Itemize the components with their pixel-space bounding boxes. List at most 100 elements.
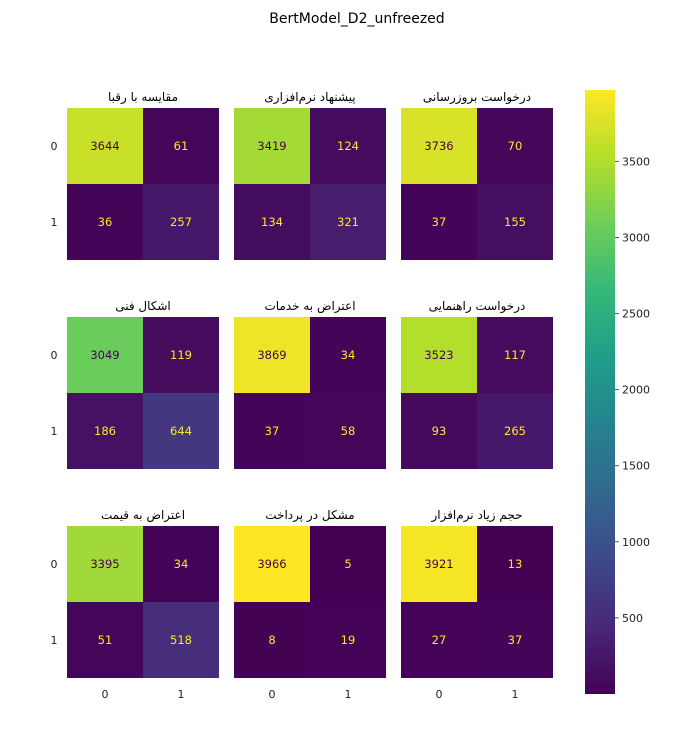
colorbar-tick-label: 1000 <box>622 536 650 549</box>
colorbar-tick-label: 3500 <box>622 155 650 168</box>
y-tick-label: 1 <box>51 634 58 647</box>
heatmap-cell <box>477 317 553 393</box>
cell-value-label: 119 <box>170 348 192 362</box>
heatmap-cell <box>401 108 477 184</box>
figure-title: BertModel_D2_unfreezed <box>269 11 444 27</box>
panel: اعتراض به خدمات 3869 34 37 58 <box>234 299 386 469</box>
heatmap-cell <box>143 317 219 393</box>
x-tick-label: 1 <box>512 688 519 701</box>
cell-value-label: 3869 <box>257 348 286 362</box>
heatmap-cell <box>401 184 477 260</box>
x-tick-label: 1 <box>178 688 185 701</box>
cell-value-label: 27 <box>432 633 447 647</box>
heatmap-cell <box>67 526 143 602</box>
heatmap-cell <box>234 108 310 184</box>
heatmap-cell <box>234 602 310 678</box>
heatmap-cell <box>401 526 477 602</box>
heatmap-cell <box>310 317 386 393</box>
cell-value-label: 124 <box>337 139 359 153</box>
heatmap-cell <box>401 393 477 469</box>
cell-value-label: 36 <box>98 215 113 229</box>
panel: مشکل در پرداخت 3966 5 8 19 0 1 <box>234 508 386 701</box>
cell-value-label: 3644 <box>90 139 119 153</box>
heatmap-cell <box>234 184 310 260</box>
colorbar-tick-label: 2500 <box>622 308 650 321</box>
panel-title: اشکال فنی <box>115 299 171 313</box>
cell-value-label: 37 <box>432 215 447 229</box>
cell-value-label: 61 <box>174 139 189 153</box>
heatmap-cell <box>477 184 553 260</box>
panels-group: مقایسه با رقبا 3644 61 36 257 0 1 پیشنهاد نرم‌ا… <box>51 90 553 701</box>
cell-value-label: 321 <box>337 215 359 229</box>
panel: درخواست راهنمایی 3523 117 93 265 <box>401 299 553 469</box>
heatmap-cell <box>234 526 310 602</box>
cell-value-label: 5 <box>344 557 351 571</box>
panel: اعتراض به قیمت 3395 34 51 518 0 1 0 1 <box>51 508 219 701</box>
panel-title: درخواست بروزرسانی <box>423 90 531 105</box>
panel-title: پیشنهاد نرم‌افزاری <box>264 90 355 105</box>
cell-value-label: 37 <box>508 633 523 647</box>
heatmap-cell <box>67 602 143 678</box>
y-tick-label: 0 <box>51 140 58 153</box>
cell-value-label: 34 <box>341 348 356 362</box>
cell-value-label: 518 <box>170 633 192 647</box>
cell-value-label: 644 <box>170 424 192 438</box>
cell-value-label: 51 <box>98 633 113 647</box>
panel: درخواست بروزرسانی 3736 70 37 155 <box>401 90 553 260</box>
heatmap-cell <box>310 526 386 602</box>
colorbar-tick-label: 500 <box>622 612 643 625</box>
cell-value-label: 186 <box>94 424 116 438</box>
heatmap-cell <box>477 602 553 678</box>
heatmap-cell <box>477 108 553 184</box>
cell-value-label: 8 <box>268 633 275 647</box>
colorbar-gradient <box>585 90 615 694</box>
x-tick-label: 0 <box>102 688 109 701</box>
x-tick-label: 1 <box>345 688 352 701</box>
heatmap-cell <box>310 184 386 260</box>
x-tick-label: 0 <box>436 688 443 701</box>
y-tick-label: 1 <box>51 216 58 229</box>
cell-value-label: 265 <box>504 424 526 438</box>
cell-value-label: 58 <box>341 424 356 438</box>
heatmap-cell <box>67 317 143 393</box>
panel-title: اعتراض به قیمت <box>101 508 185 523</box>
cell-value-label: 155 <box>504 215 526 229</box>
heatmap-cell <box>67 184 143 260</box>
heatmap-cell <box>477 393 553 469</box>
panel: پیشنهاد نرم‌افزاری 3419 124 134 321 <box>234 90 386 260</box>
cell-value-label: 13 <box>508 557 523 571</box>
cell-value-label: 93 <box>432 424 447 438</box>
x-tick-label: 0 <box>269 688 276 701</box>
cell-value-label: 3049 <box>90 348 119 362</box>
cell-value-label: 37 <box>265 424 280 438</box>
heatmap-cell <box>143 602 219 678</box>
cell-value-label: 3736 <box>424 139 453 153</box>
heatmap-cell <box>401 317 477 393</box>
panel: اشکال فنی 3049 119 186 644 0 1 <box>51 299 219 469</box>
heatmap-cell <box>67 108 143 184</box>
cell-value-label: 134 <box>261 215 283 229</box>
cell-value-label: 3921 <box>424 557 453 571</box>
heatmap-cell <box>310 602 386 678</box>
panel-title: مشکل در پرداخت <box>265 508 354 523</box>
cell-value-label: 3966 <box>257 557 286 571</box>
colorbar-tick-label: 2000 <box>622 384 650 397</box>
panel-title: مقایسه با رقبا <box>108 90 178 105</box>
heatmap-cell <box>310 393 386 469</box>
heatmap-cell <box>143 526 219 602</box>
heatmap-cell <box>310 108 386 184</box>
panel: حجم زیاد نرم‌افزار 3921 13 27 37 0 1 <box>401 508 553 701</box>
heatmap-cell <box>67 393 143 469</box>
colorbar-tick-label: 3000 <box>622 231 650 244</box>
cell-value-label: 257 <box>170 215 192 229</box>
panel: مقایسه با رقبا 3644 61 36 257 0 1 <box>51 90 219 260</box>
heatmap-cell <box>234 393 310 469</box>
cell-value-label: 70 <box>508 139 523 153</box>
panel-title: حجم زیاد نرم‌افزار <box>430 508 522 523</box>
cell-value-label: 3395 <box>90 557 119 571</box>
cell-value-label: 3523 <box>424 348 453 362</box>
cell-value-label: 117 <box>504 348 526 362</box>
heatmap-cell <box>143 108 219 184</box>
cell-value-label: 19 <box>341 633 356 647</box>
